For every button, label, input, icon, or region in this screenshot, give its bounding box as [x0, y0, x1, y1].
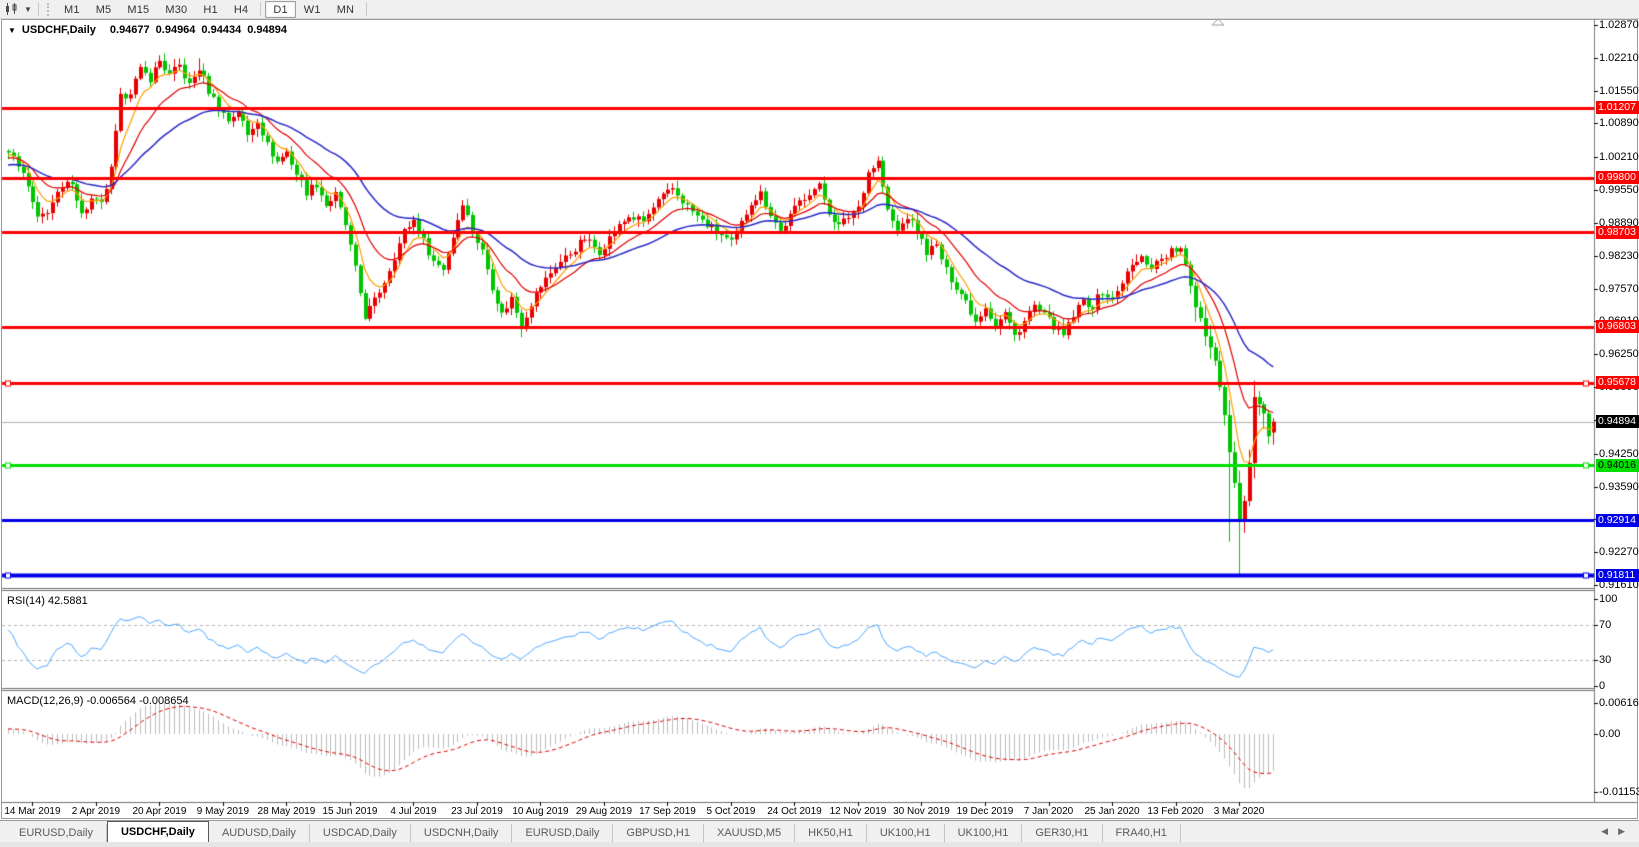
ohlc-close: 0.94894 [247, 24, 287, 36]
ohlc-low: 0.94434 [201, 24, 242, 36]
symbol-dropdown-icon[interactable]: ▼ [8, 25, 16, 35]
date-axis-tick: 2 Apr 2019 [71, 806, 121, 817]
date-axis-tick: 23 Jul 2019 [451, 806, 503, 817]
date-axis-tick: 17 Sep 2019 [639, 806, 696, 817]
chart-tab-uk100-h1[interactable]: UK100,H1 [867, 824, 945, 842]
price-axis-tick: 0.93590 [1599, 480, 1639, 493]
hline-price-label: 0.94016 [1596, 458, 1639, 472]
hline-price-label: 0.92914 [1596, 513, 1639, 527]
chart-tab-usdcnh-daily[interactable]: USDCNH,Daily [411, 824, 513, 842]
chart-tab-ger30-h1[interactable]: GER30,H1 [1022, 824, 1103, 842]
date-axis-tick: 3 Mar 2020 [1213, 806, 1265, 817]
ohlc-open: 0.94677 [109, 24, 150, 36]
price-axis-tick: 1.00890 [1599, 117, 1639, 130]
chart-tab-usdchf-daily[interactable]: USDCHF,Daily [106, 821, 209, 842]
date-axis-tick: 15 Jun 2019 [322, 806, 378, 817]
price-axis-tick: 1.02870 [1599, 19, 1639, 31]
date-axis-tick: 25 Jan 2020 [1084, 806, 1140, 817]
price-axis-tick: 1.01550 [1599, 84, 1639, 97]
chart-tab-gbpusd-h1[interactable]: GBPUSD,H1 [613, 824, 704, 842]
chart-tabbar: EURUSD,Daily USDCHF,Daily AUDUSD,Daily USDC… [0, 820, 1639, 842]
price-axis-tick: 0.92270 [1599, 546, 1639, 559]
chart-title: ▼ USDCHF,Daily 0.94677 0.94964 0.94434 0… [8, 24, 287, 36]
chart-tab-uk100-h1[interactable]: UK100,H1 [945, 824, 1023, 842]
chart-tab-fra40-h1[interactable]: FRA40,H1 [1103, 824, 1181, 842]
chart-symbol: USDCHF,Daily [21, 24, 96, 36]
rsi-axis-tick: 0 [1599, 680, 1606, 692]
rsi-axis-tick: 70 [1599, 619, 1612, 632]
chart-tab-hk50-h1[interactable]: HK50,H1 [795, 824, 867, 842]
chart-tab-xauusd-m5[interactable]: XAUUSD,M5 [704, 824, 796, 842]
macd-axis-tick: 0.006167 [1599, 697, 1639, 709]
price-axis-tick: 0.94250 [1599, 447, 1639, 460]
date-axis-tick: 5 Oct 2019 [706, 806, 756, 817]
price-axis-tick: 1.02210 [1599, 51, 1639, 64]
date-axis-tick: 20 Apr 2019 [132, 806, 187, 817]
chart-tab-usdcad-daily[interactable]: USDCAD,Daily [310, 824, 411, 842]
price-axis-tick: 0.96250 [1599, 348, 1639, 361]
date-axis-tick: 24 Oct 2019 [767, 806, 822, 817]
rsi-axis-tick: 100 [1599, 593, 1618, 605]
tab-scroll-controls: ◀ ▶ [1587, 821, 1639, 842]
price-axis-tick: 1.00210 [1599, 151, 1639, 164]
price-axis-tick: 0.99550 [1599, 184, 1639, 197]
chart-tab-eurusd-daily[interactable]: EURUSD,Daily [512, 824, 614, 842]
date-axis-tick: 13 Feb 2020 [1147, 806, 1204, 817]
macd-indicator-label: MACD(12,26,9) -0.006564 -0.008654 [7, 695, 189, 707]
date-axis-tick: 30 Nov 2019 [893, 806, 950, 817]
date-axis-tick: 19 Dec 2019 [956, 806, 1014, 817]
date-axis-tick: 29 Aug 2019 [575, 806, 633, 817]
hline-price-label: 0.98703 [1596, 225, 1639, 239]
status-strip [0, 842, 1639, 847]
hline-price-label: 0.95678 [1596, 376, 1639, 390]
ohlc-high: 0.94964 [155, 24, 196, 36]
hline-price-label: 0.96803 [1596, 320, 1639, 334]
date-axis-tick: 7 Jan 2020 [1023, 806, 1074, 817]
hline-price-label: 1.01207 [1596, 101, 1639, 115]
tab-scroll-left-icon[interactable]: ◀ [1601, 826, 1609, 836]
rsi-indicator-label: RSI(14) 42.5881 [7, 595, 88, 607]
chart-tab-eurusd-daily[interactable]: EURUSD,Daily [6, 824, 107, 842]
current-price-label: 0.94894 [1596, 415, 1639, 429]
hline-price-label: 0.91811 [1596, 568, 1639, 582]
date-axis-tick: 10 Aug 2019 [512, 806, 569, 817]
macd-axis-tick: 0.00 [1599, 728, 1621, 740]
hline-price-label: 0.99800 [1596, 171, 1639, 185]
date-axis-tick: 12 Nov 2019 [829, 806, 887, 817]
date-axis-tick: 4 Jul 2019 [390, 806, 437, 817]
tab-scroll-right-icon[interactable]: ▶ [1618, 826, 1625, 836]
date-axis-tick: 9 May 2019 [196, 806, 250, 817]
price-axis-tick: 0.91610 [1599, 579, 1639, 591]
rsi-axis-tick: 30 [1599, 653, 1612, 666]
date-axis-tick: 14 Mar 2019 [4, 806, 61, 817]
chart-tab-audusd-daily[interactable]: AUDUSD,Daily [209, 824, 310, 842]
date-axis-tick: 28 May 2019 [257, 806, 316, 817]
price-axis-tick: 0.97570 [1599, 282, 1639, 295]
price-axis-tick: 0.98230 [1599, 249, 1639, 262]
